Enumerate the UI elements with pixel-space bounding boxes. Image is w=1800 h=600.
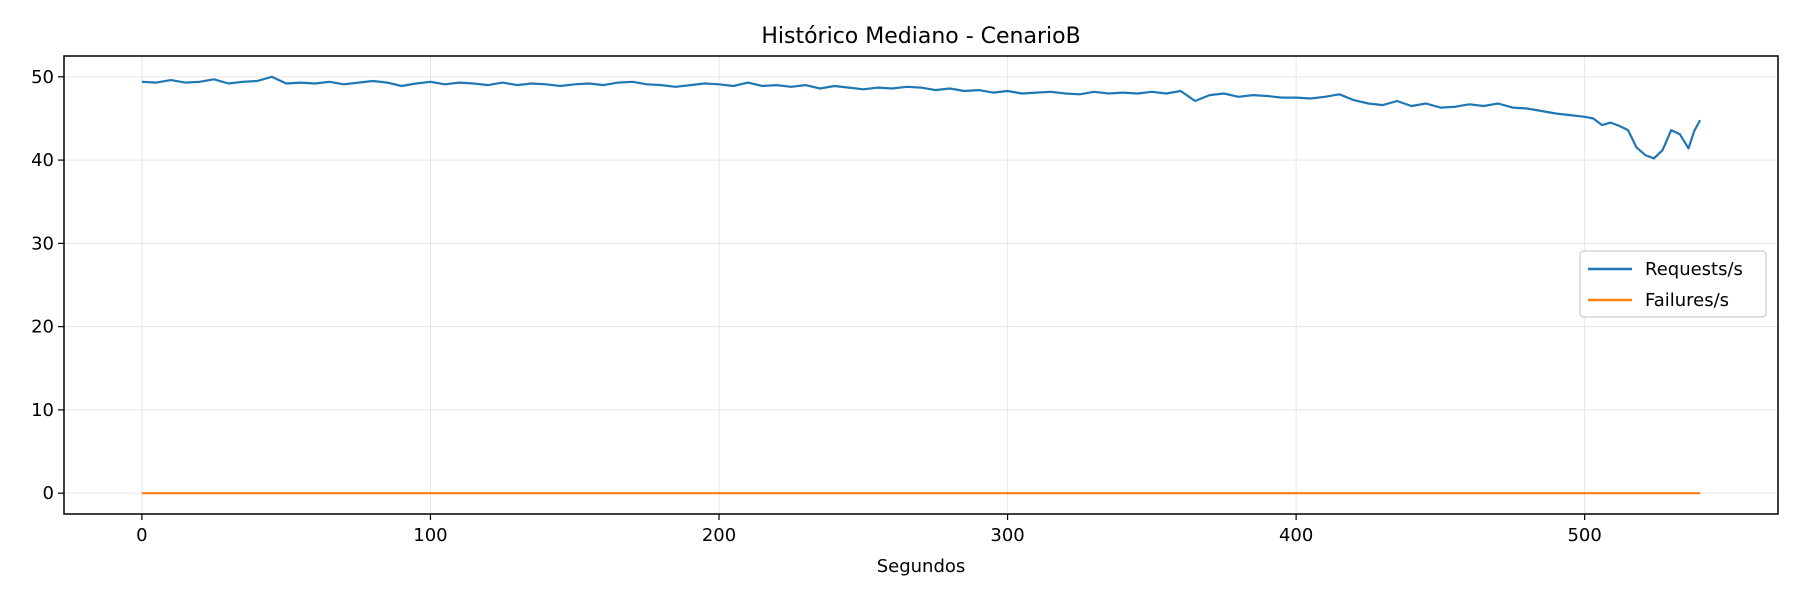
x-tick-label: 0 (136, 525, 147, 546)
legend-label-requests: Requests/s (1645, 259, 1743, 280)
y-tick-label: 40 (31, 150, 54, 171)
x-tick-label: 500 (1567, 525, 1601, 546)
x-tick-label: 100 (413, 525, 447, 546)
x-tick-label: 300 (990, 525, 1024, 546)
grid-layer (64, 56, 1778, 514)
chart-title: Histórico Mediano - CenarioB (761, 24, 1080, 49)
plot-frame (63, 55, 1779, 515)
y-tick-label: 0 (43, 483, 54, 504)
x-axis-label: Segundos (877, 556, 966, 577)
y-tick-label: 30 (31, 233, 54, 254)
x-tick-label: 400 (1279, 525, 1313, 546)
tick-layer: 0 100 200 300 400 500 0 10 20 30 40 50 (31, 67, 1602, 546)
legend: Requests/s Failures/s (1579, 250, 1767, 318)
y-tick-label: 20 (31, 317, 54, 338)
series-line-requests (141, 75, 1702, 160)
legend-label-failures: Failures/s (1645, 290, 1729, 311)
x-tick-label: 200 (702, 525, 736, 546)
y-tick-label: 50 (31, 67, 54, 88)
series-layer (141, 75, 1702, 495)
y-tick-label: 10 (31, 400, 54, 421)
